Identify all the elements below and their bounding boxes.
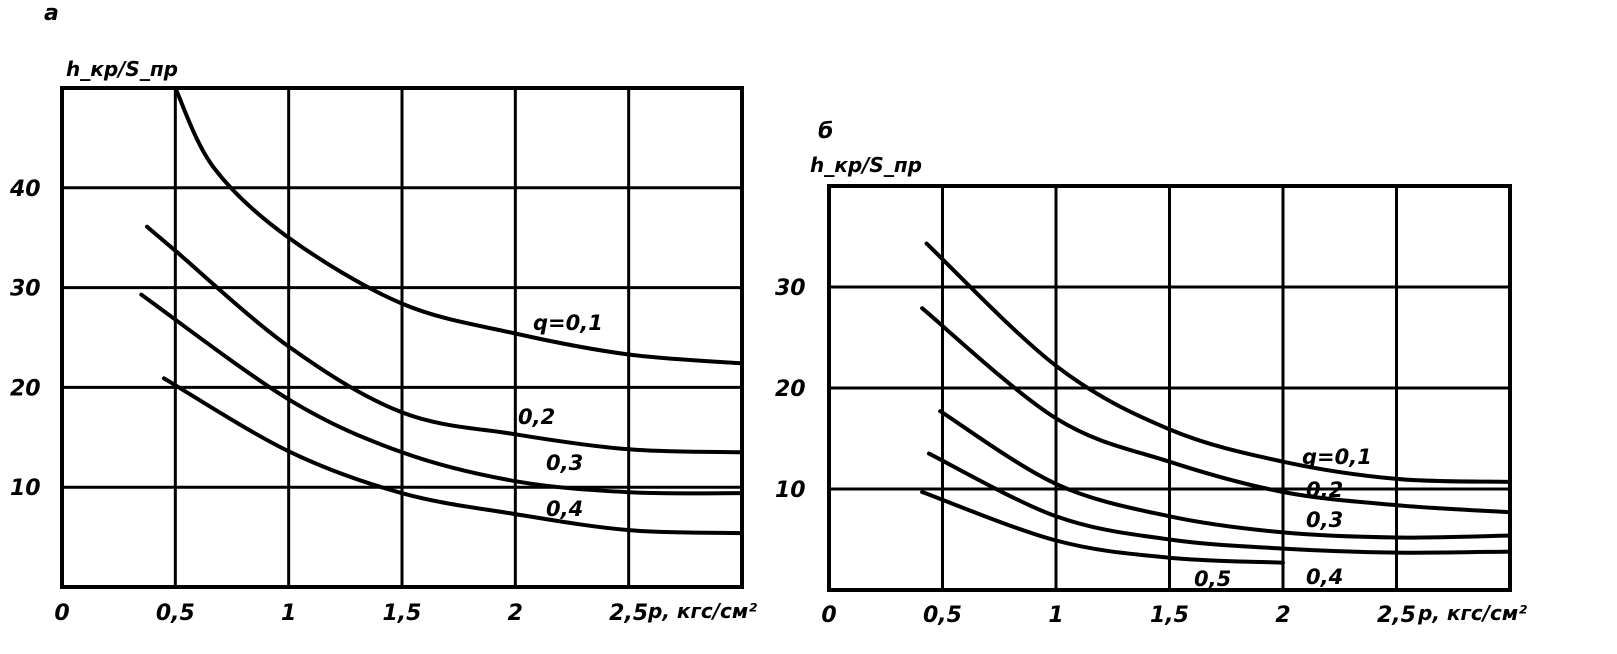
x-tick-label: 1 bbox=[281, 601, 296, 626]
series-label: 0,5 bbox=[1194, 567, 1231, 591]
x-axis-title: p, кгс/см² bbox=[1417, 601, 1527, 625]
series-label: 0,2 bbox=[518, 405, 555, 429]
series-label: q=0,1 bbox=[533, 311, 603, 335]
y-tick-label: 40 bbox=[9, 177, 41, 202]
y-tick-label: 30 bbox=[10, 277, 41, 302]
panel-label: а bbox=[44, 1, 59, 26]
x-axis-title: p, кгс/см² bbox=[647, 599, 757, 623]
series-line-5 bbox=[920, 490, 1285, 565]
series-label: 0,4 bbox=[546, 497, 583, 521]
series-label: 0,3 bbox=[1306, 508, 1343, 532]
y-tick-label: 30 bbox=[775, 276, 806, 301]
y-tick-label: 10 bbox=[10, 476, 41, 501]
chart-panel-b: 0 0,5 1 1,5 2 2,5 10 20 30 б h_кр/S_пр p, кгс/см² q=… bbox=[775, 119, 1527, 628]
y-axis-title: h_кр/S_пр bbox=[810, 153, 922, 177]
x-tick-label: 2,5 bbox=[1377, 603, 1416, 628]
chart-panel-a: 0 0,5 1 1,5 2 2,5 10 20 30 40 а h_кр/S_пр p, кгс/см²… bbox=[9, 1, 757, 626]
series-line-4 bbox=[926, 451, 1512, 555]
x-tick-label: 2 bbox=[1275, 603, 1290, 628]
x-tick-label: 2 bbox=[508, 601, 523, 626]
x-tick-label: 1,5 bbox=[1150, 603, 1189, 628]
series-label: q=0,1 bbox=[1302, 445, 1372, 469]
x-tick-label: 0,5 bbox=[923, 603, 962, 628]
x-tick-label: 0 bbox=[54, 601, 69, 626]
series-line-3 bbox=[139, 292, 744, 496]
x-tick-label: 0 bbox=[821, 603, 836, 628]
x-tick-label: 2,5 bbox=[609, 601, 648, 626]
x-tick-label: 1 bbox=[1048, 603, 1063, 628]
y-tick-label: 20 bbox=[10, 376, 41, 401]
series-line-2 bbox=[145, 224, 744, 455]
plot-frame bbox=[60, 86, 744, 589]
series-label: 0,3 bbox=[546, 451, 583, 475]
x-tick-label: 1,5 bbox=[383, 601, 422, 626]
series-line-1 bbox=[924, 241, 1512, 484]
series-line-1 bbox=[173, 86, 744, 366]
x-tick-label: 0,5 bbox=[156, 601, 195, 626]
series-line-3 bbox=[938, 409, 1512, 540]
panel-label: б bbox=[818, 119, 833, 144]
plot-frame bbox=[827, 184, 1512, 592]
y-tick-label: 10 bbox=[775, 478, 806, 503]
y-tick-label: 20 bbox=[775, 377, 806, 402]
series-label: 0,4 bbox=[1306, 565, 1343, 589]
series-label: 0,2 bbox=[1306, 478, 1343, 502]
series-line-4 bbox=[162, 376, 744, 536]
y-axis-title: h_кр/S_пр bbox=[66, 57, 178, 81]
series-line-2 bbox=[920, 306, 1512, 515]
